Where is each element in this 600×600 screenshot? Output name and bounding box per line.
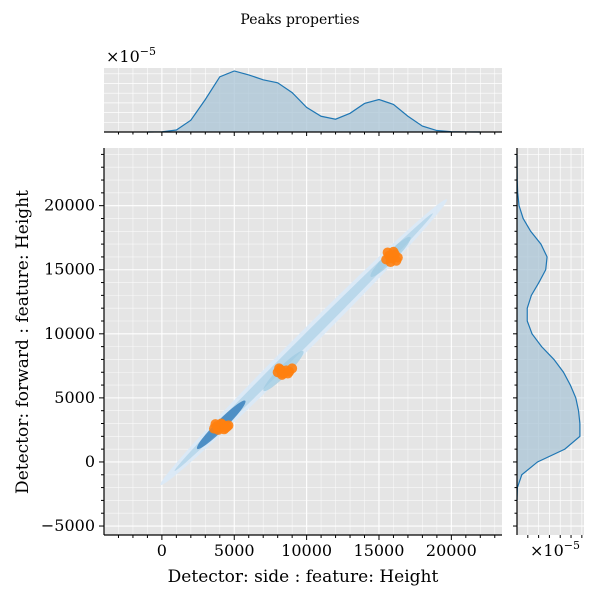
joint-ticks — [99, 153, 496, 540]
y-tick-label: 5000 — [54, 388, 95, 407]
y-marginal-kde-fill — [517, 154, 580, 501]
x-marginal-kde-fill — [147, 70, 481, 132]
x-tick-label: 15000 — [354, 541, 405, 560]
x-axis-label: Detector: side : feature: Height — [168, 567, 439, 587]
y-axis-label: Detector: forward : feature: Height — [13, 190, 33, 494]
x-marginal-axes: ×10−5 — [104, 45, 502, 136]
y-tick-label: 0 — [85, 452, 95, 471]
y-marginal-scale-label: ×10−5 — [530, 539, 580, 560]
joint-tick-labels: 0 5000 10000 15000 20000 −5000 0 5000 10000 15000… — [41, 196, 477, 560]
x-tick-label: 5000 — [214, 541, 255, 560]
scatter-point — [222, 421, 233, 432]
y-marginal-ticks — [513, 153, 583, 538]
y-marginal-axes: ×10−5 — [513, 148, 584, 560]
y-marginal-scale-exp: −5 — [564, 539, 580, 552]
x-marginal-ticks — [117, 132, 496, 136]
y-marginal-scale-base: ×10 — [530, 541, 564, 560]
y-tick-label: 10000 — [44, 324, 95, 343]
x-marginal-scale-label: ×10−5 — [106, 45, 156, 66]
scatter-point — [210, 419, 221, 430]
y-tick-label: −5000 — [41, 516, 95, 535]
chart-title: Peaks properties — [240, 12, 359, 28]
scatter-point — [274, 363, 285, 374]
x-tick-label: 0 — [157, 541, 167, 560]
joint-grid — [104, 148, 502, 535]
x-tick-label: 10000 — [281, 541, 332, 560]
joint-axes: 0 5000 10000 15000 20000 −5000 0 5000 10000 15000… — [13, 148, 502, 587]
joint-points — [208, 246, 403, 435]
x-marginal-kde-line — [147, 70, 481, 133]
x-marginal-scale-base: ×10 — [106, 47, 140, 66]
y-tick-label: 20000 — [44, 196, 95, 215]
y-tick-label: 15000 — [44, 260, 95, 279]
scatter-point — [282, 368, 293, 379]
x-marginal-scale-exp: −5 — [140, 45, 156, 58]
y-marginal-kde-line — [516, 154, 581, 501]
scatter-point — [388, 246, 399, 257]
scatter-point — [385, 257, 396, 268]
x-tick-label: 20000 — [426, 541, 477, 560]
